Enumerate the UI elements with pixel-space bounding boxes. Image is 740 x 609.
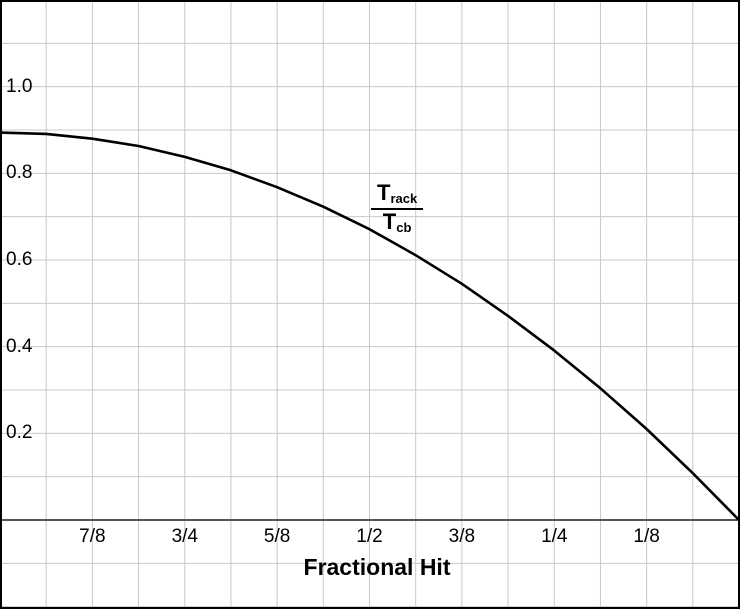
fraction-numerator-base: T	[377, 180, 391, 205]
curve-label-fraction: Track Tcb	[371, 180, 424, 236]
data-curve	[0, 131, 740, 522]
x-axis-title: Fractional Hit	[303, 554, 451, 580]
y-tick-label: 0.4	[6, 335, 33, 357]
x-tick-label: 1/2	[356, 526, 383, 547]
x-tick-label: 1/4	[541, 526, 568, 547]
x-tick-label: 3/8	[448, 526, 476, 547]
x-tick-label: 3/4	[171, 526, 199, 547]
x-tick-label: 7/8	[79, 526, 106, 547]
fraction-denominator-base: T	[382, 208, 397, 234]
y-tick-label: 0.8	[6, 162, 33, 184]
x-tick-label: 1/8	[633, 526, 660, 547]
fraction-numerator: Track	[371, 180, 424, 210]
y-tick-label: 0.6	[6, 249, 33, 270]
fraction-denominator: Tcb	[371, 208, 423, 236]
y-tick-label: 1.0	[6, 75, 33, 97]
x-tick-label: 5/8	[263, 526, 291, 547]
fraction-denominator-subscript: cb	[396, 219, 412, 235]
fraction-numerator-subscript: rack	[390, 191, 418, 206]
y-tick-label: 0.2	[6, 422, 33, 444]
